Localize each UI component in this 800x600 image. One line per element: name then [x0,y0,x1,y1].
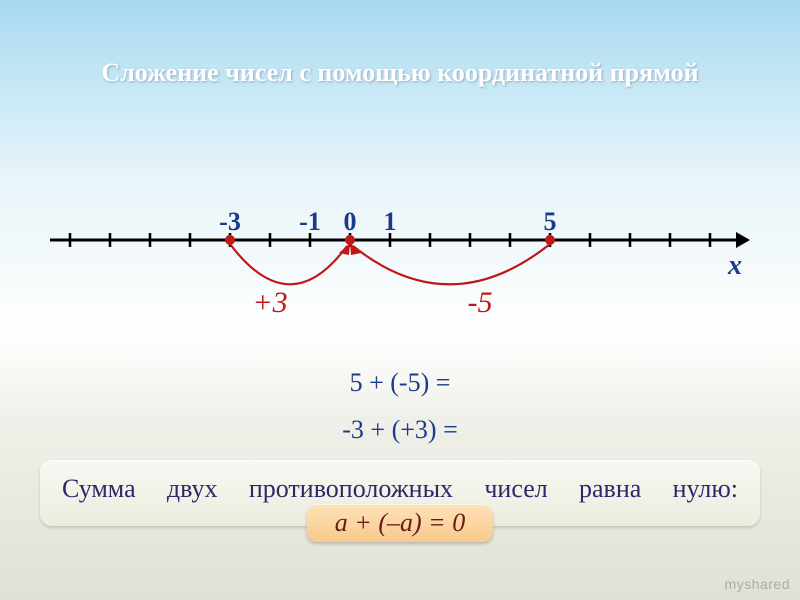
svg-text:-5: -5 [468,286,493,319]
summary-text: Сумма двух противоположных чисел равна н… [62,474,738,504]
number-line: -3 -1 0 1 5 x +3 -5 [50,210,750,350]
svg-text:x: x [727,250,742,281]
page-title: Сложение чисел с помощью координатной пр… [0,58,800,88]
watermark-text: myshared [725,576,790,592]
formula-box: а + (–а) = 0 [307,504,493,542]
svg-text:-3: -3 [219,210,241,236]
svg-text:-1: -1 [299,210,321,236]
formula-text: а + (–а) = 0 [335,508,465,537]
equation-2-lhs: -3 + (+3) = [342,415,457,444]
equations-block: 5 + (-5) = -3 + (+3) = [0,360,800,454]
equation-2: -3 + (+3) = [0,407,800,454]
svg-text:+3: +3 [252,286,287,319]
equation-1-lhs: 5 + (-5) = [350,368,451,397]
svg-text:0: 0 [344,210,357,236]
svg-text:1: 1 [384,210,397,236]
equation-1: 5 + (-5) = [0,360,800,407]
summary-box: Сумма двух противоположных чисел равна н… [40,460,760,526]
svg-text:5: 5 [544,210,557,236]
